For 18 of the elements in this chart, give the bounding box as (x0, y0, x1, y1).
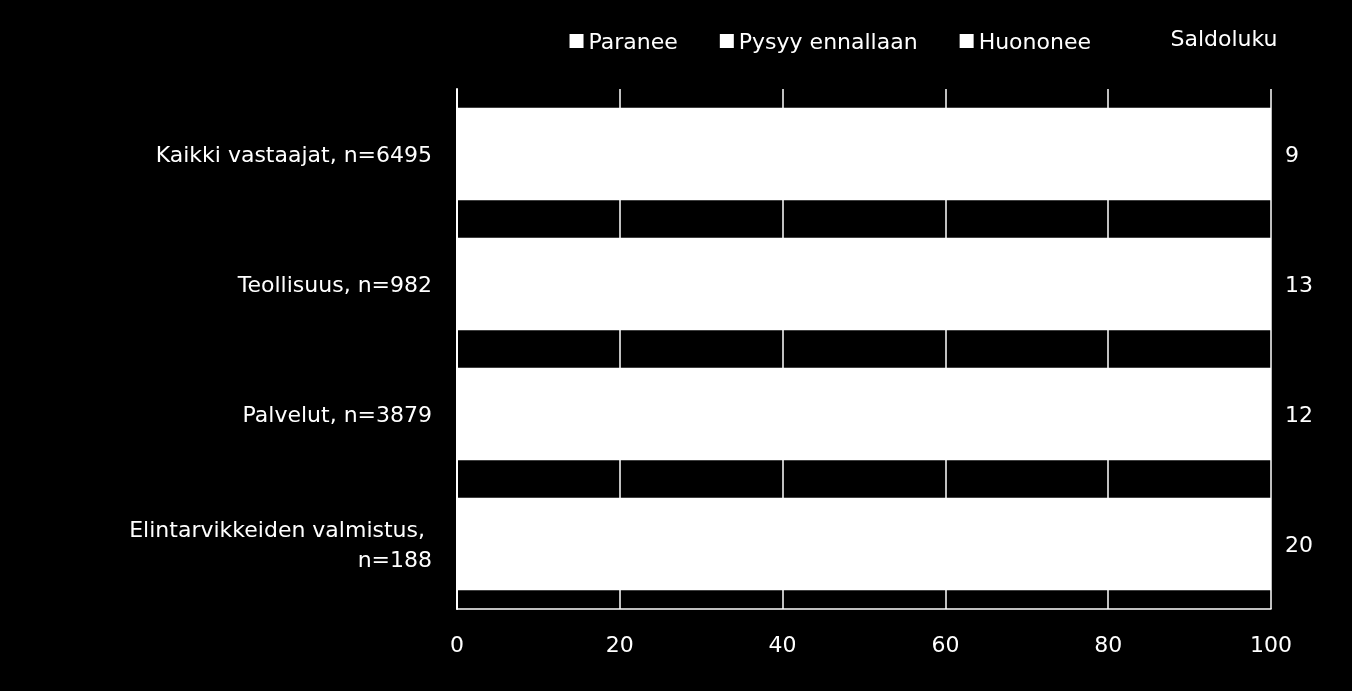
x-tick-label: 20 (605, 631, 634, 657)
y2-tick-label: 13 (1285, 271, 1313, 297)
y-tick-label: Palvelut, n=3879 (242, 401, 432, 427)
y2-axis-title: Saldoluku (1170, 25, 1278, 51)
x-tick-label: 80 (1094, 631, 1123, 657)
y-tick-label: Kaikki vastaajat, n=6495 (155, 141, 432, 167)
legend-label: Paranee (588, 28, 678, 54)
y2-tick-label: 20 (1285, 531, 1313, 557)
x-tick-label: 60 (931, 631, 960, 657)
y2-tick-label: 9 (1285, 141, 1299, 167)
x-tick-label: 100 (1250, 631, 1292, 657)
y-tick-label: Elintarvikkeiden valmistus, n=188 (129, 516, 432, 572)
legend-label: Pysyy ennallaan (738, 28, 918, 54)
x-tick-label: 40 (768, 631, 797, 657)
x-tick-label: 0 (450, 631, 464, 657)
legend-label: Huononee (978, 28, 1092, 54)
y-tick-label: Teollisuus, n=982 (236, 271, 432, 297)
y2-tick-label: 12 (1285, 401, 1313, 427)
